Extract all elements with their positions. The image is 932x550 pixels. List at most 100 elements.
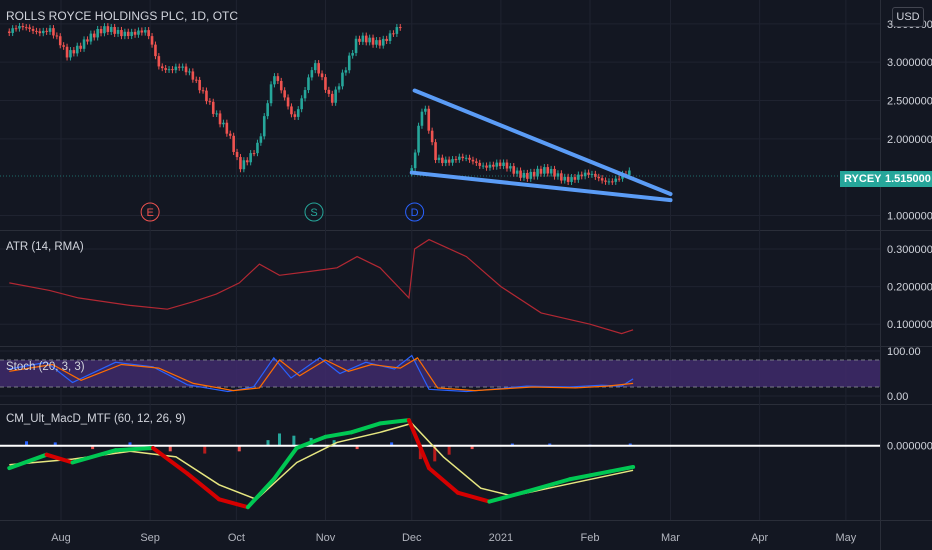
y-tick-label: 0.200000 xyxy=(887,282,932,294)
candle-body xyxy=(437,157,441,161)
candle-body xyxy=(65,46,69,58)
macd-histogram-bar xyxy=(237,445,241,452)
candle-body xyxy=(45,30,48,32)
macd-histogram-bar xyxy=(278,433,281,446)
stoch-panel-label[interactable]: Stoch (20, 3, 3) xyxy=(6,361,85,373)
candle-body xyxy=(556,173,560,177)
candle-body xyxy=(24,27,28,29)
candle-body xyxy=(86,39,89,42)
macd-histogram-bar xyxy=(168,445,172,452)
event-marker-label: E xyxy=(146,207,153,219)
candle-body xyxy=(293,114,297,117)
x-tick-label: Apr xyxy=(751,532,768,544)
macd-line-segment xyxy=(44,452,75,465)
candle-body xyxy=(116,30,120,34)
candle-body xyxy=(354,38,358,54)
event-marker-circle xyxy=(304,202,324,222)
candle-body xyxy=(252,153,256,155)
y-tick-label: 3.000000 xyxy=(887,57,932,69)
candle-body xyxy=(167,69,171,71)
candle-body xyxy=(454,159,458,161)
candle-body xyxy=(279,80,283,91)
candle-body xyxy=(62,45,65,47)
candle-body xyxy=(611,181,614,183)
candle-body xyxy=(553,168,556,177)
macd-line-segment xyxy=(427,466,460,495)
macd-line-segment xyxy=(323,430,354,439)
candle-body xyxy=(413,152,417,169)
candle-body xyxy=(307,77,310,91)
candle-body xyxy=(198,79,201,91)
macd-line-segment xyxy=(217,497,250,510)
candle-body xyxy=(21,26,25,28)
candle-body xyxy=(96,29,99,38)
candle-body xyxy=(478,162,482,166)
candle-body xyxy=(89,33,93,42)
candle-body xyxy=(505,162,509,169)
stoch-k-line xyxy=(9,354,634,393)
candle-body xyxy=(563,176,567,181)
candle-body xyxy=(580,174,584,177)
candle-body xyxy=(385,38,388,41)
candle-body xyxy=(7,31,11,33)
candle-body xyxy=(266,103,269,117)
candle-body xyxy=(471,159,475,162)
candle-body xyxy=(430,130,434,143)
candle-body xyxy=(194,79,198,81)
candle-body xyxy=(303,90,307,99)
candle-body xyxy=(461,156,465,159)
candle-body xyxy=(283,90,286,98)
atr-panel-label[interactable]: ATR (14, RMA) xyxy=(6,241,84,253)
candle-body xyxy=(72,50,76,54)
candle-body xyxy=(590,173,594,175)
currency-button[interactable]: USD xyxy=(892,7,924,27)
macd-line-segment xyxy=(113,445,155,453)
stoch-d-line xyxy=(9,356,634,392)
candle-body xyxy=(327,89,331,94)
y-tick-label: 1.000000 xyxy=(887,211,932,223)
candle-body xyxy=(205,90,208,102)
candle-body xyxy=(364,35,368,43)
falling-wedge-trendline xyxy=(412,88,673,197)
event-marker-circle xyxy=(405,202,425,222)
candle-body xyxy=(130,31,133,37)
candle-body xyxy=(519,170,522,178)
candle-body xyxy=(324,77,327,90)
candle-body xyxy=(488,164,492,168)
candle-body xyxy=(143,30,147,33)
candle-body xyxy=(109,27,113,32)
candle-body xyxy=(604,180,607,182)
candle-body xyxy=(259,136,263,143)
candle-body xyxy=(211,101,215,114)
candle-body xyxy=(31,28,35,31)
y-tick-label: 0.300000 xyxy=(887,244,932,256)
candle-body xyxy=(614,178,618,182)
x-tick-label: 2021 xyxy=(489,532,513,544)
candle-body xyxy=(92,33,96,38)
candle-body xyxy=(79,45,82,49)
event-marker-circle xyxy=(140,202,160,222)
macd-histogram-bar xyxy=(470,445,474,450)
candle-body xyxy=(137,30,140,35)
candle-body xyxy=(368,37,371,43)
candle-body xyxy=(388,33,392,41)
candle-body xyxy=(35,30,38,32)
candle-body xyxy=(560,173,563,181)
macd-histogram-bar xyxy=(128,442,132,446)
macd-panel-label[interactable]: CM_Ult_MacD_MTF (60, 12, 26, 9) xyxy=(6,413,186,425)
candle-body xyxy=(607,181,611,183)
candle-body xyxy=(201,90,205,92)
candle-body xyxy=(52,28,55,36)
candle-body xyxy=(509,166,512,169)
macd-histogram-bar xyxy=(390,442,394,446)
candle-body xyxy=(583,172,587,177)
last-price-tag: 1.515000 xyxy=(881,171,932,187)
event-marker-label: D xyxy=(411,207,419,219)
candle-body xyxy=(447,159,451,163)
candle-body xyxy=(417,125,420,153)
candle-body xyxy=(434,142,437,161)
macd-histogram-bar xyxy=(447,445,451,455)
candle-body xyxy=(181,66,184,68)
candle-body xyxy=(123,31,127,37)
